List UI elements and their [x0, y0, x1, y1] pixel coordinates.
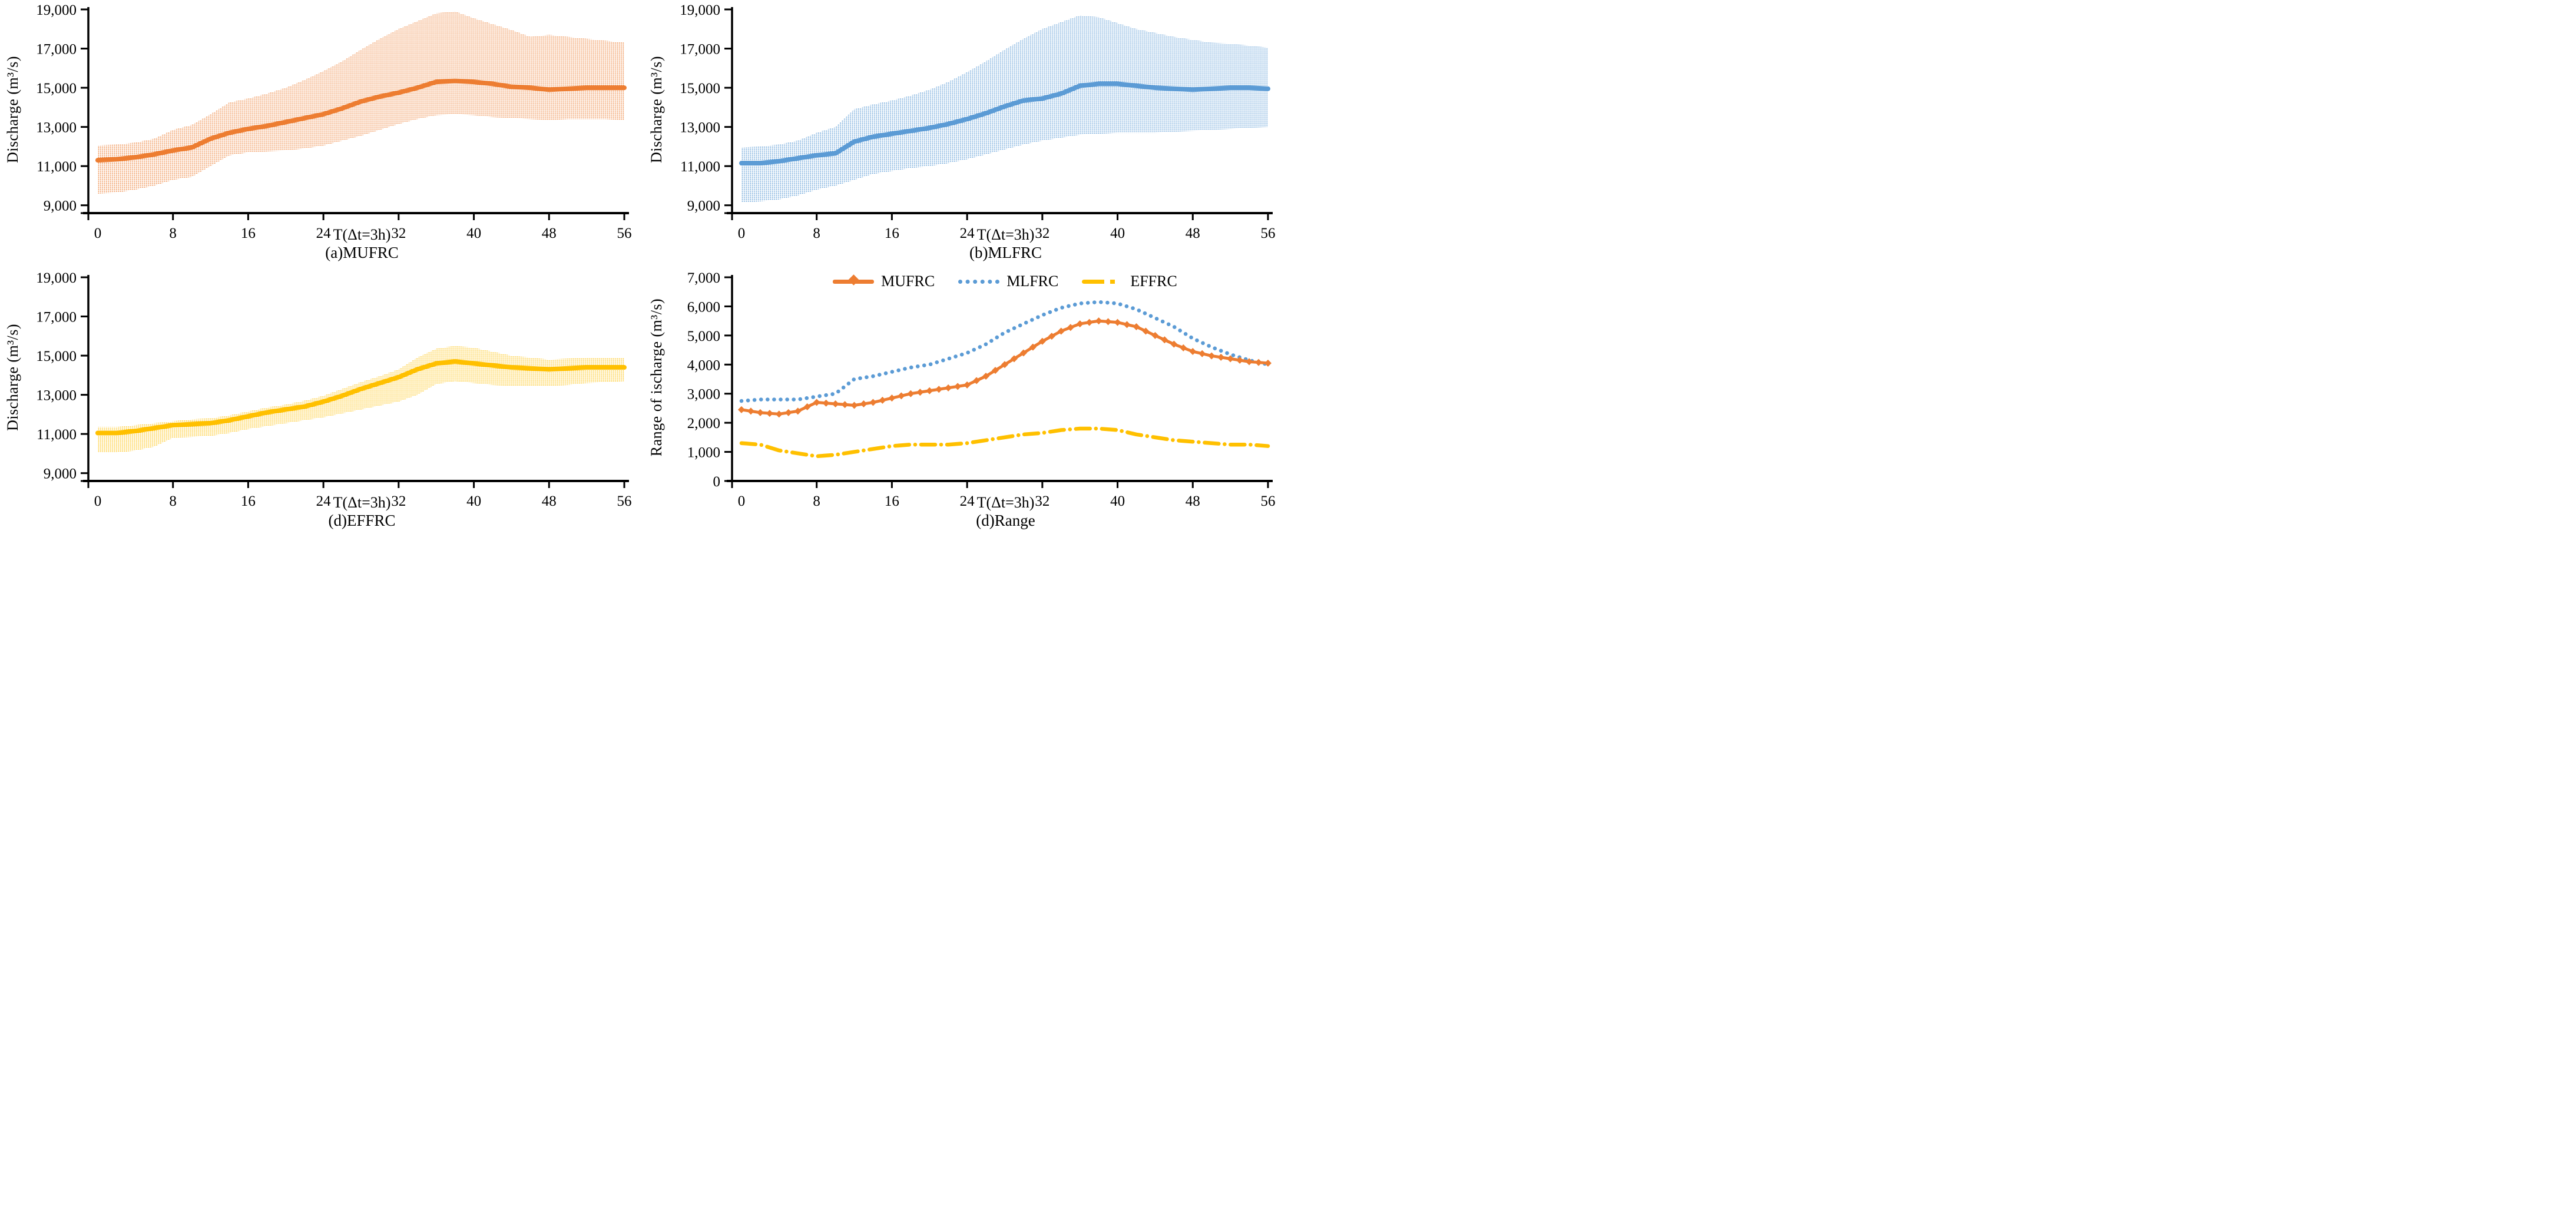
chart-b-mlfrc-band: 9,000 11,000 13,000 15,000 17,000 19,000 0 8 16 2… — [680, 2, 1276, 241]
svg-text:56: 56 — [617, 493, 632, 509]
svg-text:40: 40 — [1110, 493, 1125, 509]
plot-area-b: 9,000 11,000 13,000 15,000 17,000 19,000 0 8 16 2… — [670, 2, 1287, 262]
y-axis-title-text: Discharge (m³/s) — [4, 56, 21, 164]
x-axis-title-c: T(Δt=3h) — [333, 494, 391, 511]
svg-text:13,000: 13,000 — [680, 120, 720, 136]
svg-text:15,000: 15,000 — [36, 81, 77, 97]
svg-text:16: 16 — [241, 225, 256, 241]
svg-text:19,000: 19,000 — [36, 270, 77, 286]
legend-label-mlfrc: MLFRC — [1006, 273, 1059, 290]
legend-label-effrc: EFFRC — [1130, 273, 1177, 290]
svg-text:48: 48 — [542, 493, 557, 509]
y-axis-title-text: Discharge (m³/s) — [648, 56, 665, 164]
svg-text:32: 32 — [391, 225, 406, 241]
svg-text:11,000: 11,000 — [680, 159, 720, 175]
svg-text:0: 0 — [94, 225, 102, 241]
svg-text:7,000: 7,000 — [687, 270, 720, 286]
caption-b: (b)MLFRC — [969, 244, 1042, 261]
svg-text:1,000: 1,000 — [687, 445, 720, 461]
svg-text:56: 56 — [1261, 225, 1276, 241]
panel-b-mlfrc: Discharge (m³/s) 9,000 11,000 13,000 15,000… — [644, 2, 1287, 262]
mufrc-line-diamond-marker-icon — [833, 279, 875, 284]
y-axis-title-d: Range of ischarge (m³/s) — [644, 270, 670, 514]
svg-text:40: 40 — [466, 493, 481, 509]
caption-a: (a)MUFRC — [325, 244, 399, 261]
svg-text:40: 40 — [1110, 225, 1125, 241]
x-axis-title-d: T(Δt=3h) — [976, 494, 1035, 511]
legend: MUFRC MLFRC EFFRC — [732, 273, 1278, 290]
svg-text:24: 24 — [316, 225, 332, 241]
legend-item-mufrc: MUFRC — [833, 273, 935, 290]
svg-text:8: 8 — [169, 493, 177, 509]
svg-text:8: 8 — [169, 225, 177, 241]
chart-c-effrc-band: 9,000 11,000 13,000 15,000 17,000 19,000 0 8 16 2… — [36, 270, 632, 509]
svg-text:32: 32 — [1035, 493, 1049, 509]
svg-text:2,000: 2,000 — [687, 416, 720, 432]
svg-text:16: 16 — [885, 225, 899, 241]
svg-text:48: 48 — [1186, 225, 1200, 241]
svg-text:16: 16 — [885, 493, 899, 509]
legend-item-mlfrc: MLFRC — [958, 273, 1058, 290]
svg-text:3,000: 3,000 — [687, 387, 720, 403]
y-axis-title-b: Discharge (m³/s) — [644, 2, 670, 246]
x-axis-title-a: T(Δt=3h) — [333, 226, 391, 243]
plot-area-d: MUFRC MLFRC EFFRC 0 1,000 2,000 3,000 4,000 5… — [670, 270, 1287, 530]
svg-text:15,000: 15,000 — [36, 349, 77, 364]
svg-text:24: 24 — [316, 493, 332, 509]
svg-text:8: 8 — [813, 493, 820, 509]
svg-text:19,000: 19,000 — [680, 2, 720, 18]
plot-area-a: 9,000 11,000 13,000 15,000 17,000 19,000 0 8 16 2… — [26, 2, 644, 262]
y-axis-title-text: Discharge (m³/s) — [4, 324, 21, 432]
svg-text:0: 0 — [94, 493, 102, 509]
caption-d: (d)Range — [976, 512, 1035, 529]
svg-text:6,000: 6,000 — [687, 299, 720, 315]
figure-grid: Discharge (m³/s) 9,000 11,000 13,000 15,000… — [0, 0, 1288, 530]
svg-text:13,000: 13,000 — [36, 120, 77, 136]
svg-text:9,000: 9,000 — [687, 198, 720, 214]
svg-text:40: 40 — [466, 225, 481, 241]
svg-text:17,000: 17,000 — [680, 42, 720, 58]
caption-c: (d)EFFRC — [328, 512, 396, 529]
svg-text:17,000: 17,000 — [36, 42, 77, 58]
legend-label-mufrc: MUFRC — [881, 273, 935, 290]
svg-text:9,000: 9,000 — [44, 198, 77, 214]
svg-text:0: 0 — [738, 225, 746, 241]
plot-area-c: 9,000 11,000 13,000 15,000 17,000 19,000 0 8 16 2… — [26, 270, 644, 530]
svg-text:0: 0 — [713, 474, 721, 490]
svg-text:48: 48 — [1186, 493, 1200, 509]
svg-text:32: 32 — [1035, 225, 1049, 241]
y-axis-title-c: Discharge (m³/s) — [0, 270, 26, 514]
svg-text:48: 48 — [542, 225, 557, 241]
svg-text:24: 24 — [960, 493, 975, 509]
chart-d-range-lines: 0 1,000 2,000 3,000 4,000 5,000 6,000 7,000 0 8 16… — [687, 270, 1276, 509]
panel-d-range: Range of ischarge (m³/s) MUFRC MLFRC EFF… — [644, 270, 1287, 530]
svg-text:4,000: 4,000 — [687, 357, 720, 373]
panel-a-mufrc: Discharge (m³/s) 9,000 11,000 13,000 15,000… — [0, 2, 644, 262]
effrc-dash-dot-line-marker-icon — [1082, 279, 1124, 284]
svg-text:9,000: 9,000 — [44, 466, 77, 482]
svg-text:11,000: 11,000 — [37, 427, 77, 443]
svg-text:13,000: 13,000 — [36, 388, 77, 404]
svg-text:11,000: 11,000 — [37, 159, 77, 175]
panel-c-effrc: Discharge (m³/s) 9,000 11,000 13,000 15,000… — [0, 270, 644, 530]
svg-text:56: 56 — [1261, 493, 1276, 509]
svg-text:5,000: 5,000 — [687, 329, 720, 344]
svg-text:32: 32 — [391, 493, 406, 509]
svg-text:0: 0 — [738, 493, 746, 509]
y-axis-title-a: Discharge (m³/s) — [0, 2, 26, 246]
svg-text:19,000: 19,000 — [36, 2, 77, 18]
svg-text:56: 56 — [617, 225, 632, 241]
legend-item-effrc: EFFRC — [1082, 273, 1177, 290]
x-axis-title-b: T(Δt=3h) — [976, 226, 1035, 243]
svg-text:16: 16 — [241, 493, 256, 509]
svg-text:24: 24 — [960, 225, 975, 241]
svg-text:8: 8 — [813, 225, 820, 241]
svg-text:17,000: 17,000 — [36, 310, 77, 326]
mlfrc-dotted-line-marker-icon — [958, 279, 1000, 284]
y-axis-title-text: Range of ischarge (m³/s) — [648, 298, 665, 457]
chart-a-mufrc-band: 9,000 11,000 13,000 15,000 17,000 19,000 0 8 16 2… — [36, 2, 632, 241]
svg-text:15,000: 15,000 — [680, 81, 720, 97]
